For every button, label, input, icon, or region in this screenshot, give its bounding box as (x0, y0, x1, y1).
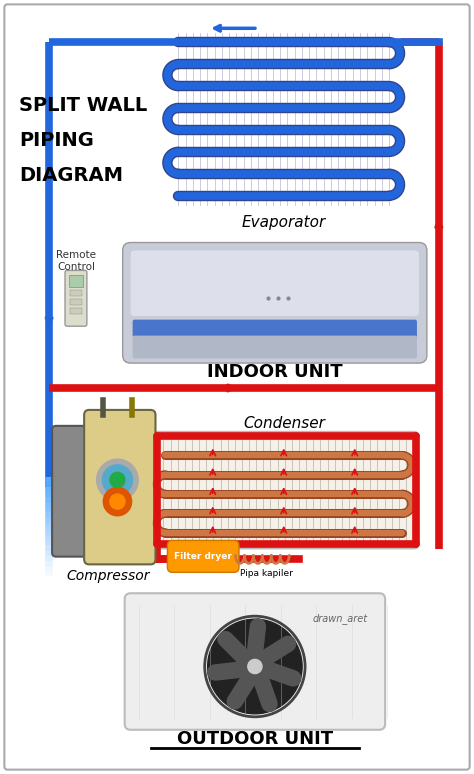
Text: PIPING: PIPING (19, 131, 94, 150)
FancyBboxPatch shape (167, 540, 239, 572)
Bar (70, 300, 82, 305)
Text: OUTDOOR UNIT: OUTDOOR UNIT (177, 730, 333, 748)
Circle shape (102, 464, 133, 495)
Circle shape (110, 472, 125, 488)
Text: Compressor: Compressor (66, 570, 150, 584)
FancyBboxPatch shape (133, 320, 417, 337)
FancyBboxPatch shape (125, 593, 385, 730)
FancyBboxPatch shape (152, 432, 418, 549)
Text: SPLIT WALL: SPLIT WALL (19, 96, 147, 115)
Text: INDOOR UNIT: INDOOR UNIT (207, 363, 343, 381)
FancyBboxPatch shape (133, 336, 417, 358)
Text: Condenser: Condenser (244, 416, 326, 431)
FancyBboxPatch shape (84, 410, 155, 564)
Circle shape (103, 488, 132, 515)
Circle shape (248, 659, 262, 673)
Circle shape (97, 459, 138, 501)
FancyBboxPatch shape (65, 270, 87, 326)
Text: drawn_aret: drawn_aret (312, 613, 367, 624)
Text: Pipa kapiler: Pipa kapiler (240, 570, 293, 578)
FancyBboxPatch shape (52, 426, 102, 557)
FancyBboxPatch shape (131, 251, 419, 316)
Text: DIAGRAM: DIAGRAM (19, 166, 123, 185)
Bar (70, 290, 82, 296)
Bar (70, 308, 82, 314)
Text: Filter dryer: Filter dryer (174, 552, 232, 561)
FancyBboxPatch shape (4, 5, 470, 769)
FancyBboxPatch shape (69, 276, 83, 287)
Circle shape (208, 619, 302, 714)
FancyBboxPatch shape (123, 242, 427, 363)
Text: Evaporator: Evaporator (242, 214, 326, 230)
Text: Remote
Control: Remote Control (56, 251, 96, 272)
Circle shape (110, 494, 125, 509)
